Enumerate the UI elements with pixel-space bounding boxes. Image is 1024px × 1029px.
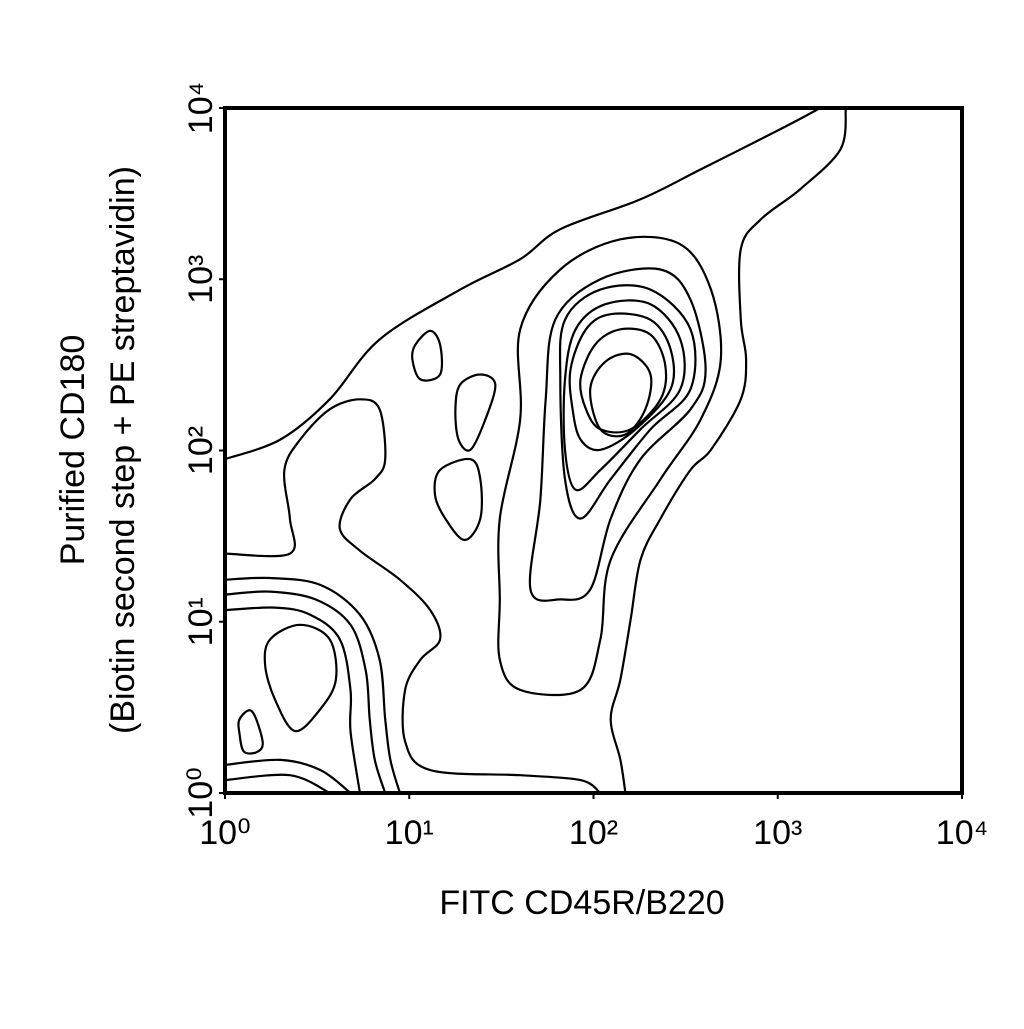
contour-line: [225, 590, 387, 793]
contour-line: [568, 312, 676, 452]
y-axis-label: Purified CD180: [54, 335, 92, 566]
y-tick-label: 10³: [182, 255, 220, 304]
contour-line: [263, 623, 338, 733]
y-tick-label: 10⁴: [182, 82, 220, 134]
contour-line: [225, 108, 821, 461]
y-tick-label: 10⁰: [182, 767, 220, 818]
x-tick-label: 10⁴: [936, 814, 988, 852]
contour-line: [411, 329, 444, 382]
contour-line: [528, 267, 707, 602]
contour-line: [225, 773, 331, 793]
x-tick-label: 10¹: [385, 814, 434, 852]
contour-line: [454, 373, 497, 452]
y-tick-label: 10²: [182, 426, 220, 475]
contour-line: [497, 235, 723, 697]
contour-line: [225, 758, 352, 793]
contour-line: [237, 709, 264, 755]
contour-line: [225, 576, 401, 793]
contour-line: [562, 299, 686, 492]
x-tick-label: 10²: [569, 814, 618, 852]
x-tick-label: 10⁰: [199, 814, 250, 852]
y-axis-label: (Biotin second step + PE streptavidin): [104, 166, 142, 734]
contour-line: [433, 457, 483, 542]
x-axis-label: FITC CD45R/B220: [439, 884, 724, 922]
contour-line: [558, 284, 697, 520]
contour-line: [609, 108, 847, 793]
contour-line: [225, 606, 361, 793]
contour-group: [225, 108, 847, 793]
x-tick-label: 10³: [753, 814, 802, 852]
contour-line: [579, 327, 668, 434]
y-tick-label: 10¹: [182, 597, 220, 646]
contour-line: [589, 352, 653, 438]
contour-line: [225, 398, 602, 793]
